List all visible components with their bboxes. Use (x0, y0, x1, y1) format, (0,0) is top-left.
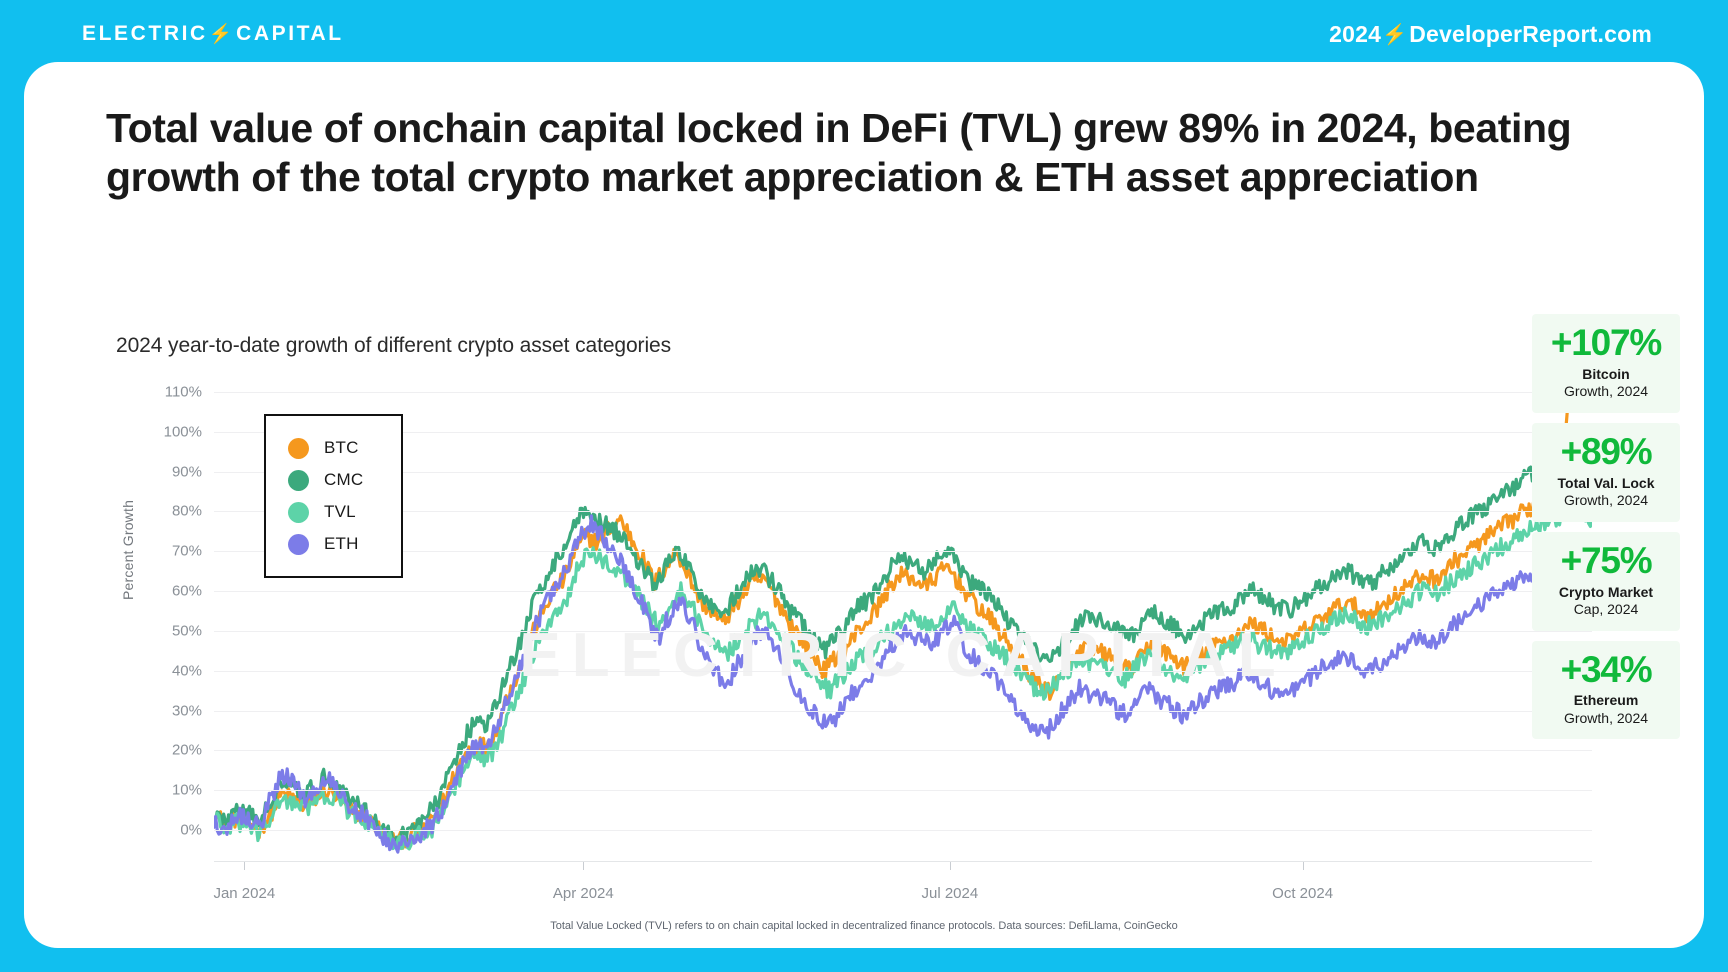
y-axis-tick-label: 10% (171, 781, 202, 799)
y-axis-tick-label: 100% (163, 423, 202, 441)
brand-word-capital: CAPITAL (236, 22, 344, 45)
report-year: 2024 (1329, 20, 1382, 47)
y-axis-tick-label: 50% (171, 622, 202, 640)
grid-line (214, 750, 1592, 752)
report-site: DeveloperReport.com (1409, 20, 1652, 47)
stat-subtitle: Growth, 2024 (1563, 492, 1649, 509)
y-axis-label: Percent Growth (120, 499, 136, 600)
chart-legend: BTC CMC TVL ETH (264, 414, 404, 578)
stat-subtitle: Growth, 2024 (1563, 383, 1649, 400)
y-axis-tick-label: 0% (180, 821, 202, 839)
grid-line (214, 790, 1592, 792)
x-axis-tick-label: Apr 2024 (552, 885, 614, 902)
x-axis-tick-mark (949, 862, 951, 870)
chart-line-btc (214, 382, 1592, 850)
electric-capital-logo[interactable]: ELECTRIC ⚡ CAPITAL (82, 22, 344, 46)
x-axis-tick-label: Oct 2024 (1272, 885, 1334, 902)
page-title: Total value of onchain capital locked in… (106, 105, 1572, 200)
grid-line (214, 391, 1592, 393)
stat-value: +107% (1550, 322, 1662, 363)
chart-line-cmc (214, 427, 1592, 847)
stat-name: Total Val. Lock (1557, 474, 1655, 491)
y-axis-tick-label: 90% (171, 463, 202, 481)
grid-line (214, 830, 1592, 832)
stat-card: +107% Bitcoin Growth, 2024 (1532, 314, 1680, 413)
stat-subtitle: Cap, 2024 (1573, 601, 1639, 618)
stat-card-list: +107% Bitcoin Growth, 2024 +89% Total Val. L… (1532, 314, 1680, 749)
brand-word-electric: ELECTRIC (82, 22, 208, 45)
stat-card: +75% Crypto Market Cap, 2024 (1532, 531, 1680, 631)
x-axis-tick-mark (244, 862, 246, 870)
stat-name: Ethereum (1573, 692, 1639, 709)
legend-color-dot-cmc (288, 469, 309, 491)
x-axis-tick-label: Jan 2024 (213, 885, 276, 902)
stat-card: +34% Ethereum Growth, 2024 (1532, 640, 1680, 740)
developer-report-link[interactable]: 2024 ⚡ DeveloperReport.com (1329, 21, 1652, 48)
grid-line (214, 591, 1592, 593)
legend-label: TVL (324, 502, 356, 521)
grid-line (214, 431, 1592, 433)
x-axis-tick-mark (583, 862, 585, 870)
x-axis-tick-mark (1302, 862, 1304, 870)
top-bar: ELECTRIC ⚡ CAPITAL 2024 ⚡ DeveloperRepor… (0, 0, 1728, 68)
chart-lines-svg (214, 382, 1592, 854)
y-axis-tick-label: 40% (171, 662, 202, 680)
x-axis-line (214, 861, 1592, 862)
legend-label: CMC (324, 470, 364, 489)
legend-color-dot-tvl (288, 501, 309, 523)
legend-color-dot-eth (288, 533, 309, 555)
stat-name: Crypto Market (1558, 583, 1654, 600)
grid-line (214, 471, 1592, 473)
stat-value: +89% (1560, 430, 1653, 472)
legend-item-btc[interactable]: BTC (288, 432, 363, 464)
lightning-bolt-icon: ⚡ (1382, 23, 1408, 46)
grid-line (214, 710, 1592, 712)
legend-item-cmc[interactable]: CMC (288, 464, 363, 496)
grid-line (214, 670, 1592, 672)
stat-subtitle: Growth, 2024 (1563, 709, 1649, 726)
legend-color-dot-btc (288, 437, 309, 459)
stat-value: +75% (1560, 539, 1653, 581)
y-axis-tick-label: 80% (171, 502, 202, 520)
legend-label: BTC (324, 438, 359, 457)
lightning-bolt-icon: ⚡ (208, 23, 236, 45)
x-axis-tick-label: Jul 2024 (921, 885, 979, 902)
grid-line (214, 511, 1592, 513)
y-axis-tick-label: 20% (171, 741, 202, 759)
stat-card: +89% Total Val. Lock Growth, 2024 (1532, 422, 1680, 522)
grid-line (214, 551, 1592, 553)
stat-value: +34% (1560, 648, 1653, 690)
legend-item-tvl[interactable]: TVL (288, 496, 363, 528)
y-axis-tick-label: 70% (171, 542, 202, 560)
grid-line (214, 630, 1592, 632)
chart-subtitle: 2024 year-to-date growth of different cr… (116, 334, 671, 357)
y-axis-tick-label: 110% (164, 383, 202, 401)
main-card: Total value of onchain capital locked in… (24, 62, 1704, 948)
legend-item-eth[interactable]: ETH (288, 528, 363, 560)
electric-capital-watermark: ELECTRIC CAPITAL (519, 621, 1287, 690)
legend-label: ETH (324, 534, 359, 553)
chart-plot-area[interactable]: ELECTRIC CAPITAL 0% 10% 20% 30% 40% 50% 60% 70%… (164, 372, 1592, 902)
footnote: Total Value Locked (TVL) refers to on ch… (550, 920, 1178, 932)
y-axis-tick-label: 60% (171, 582, 202, 600)
stat-name: Bitcoin (1582, 365, 1630, 382)
chart-container: Percent Growth ELECTRIC CAPITAL 0% 10% 20%… (116, 372, 1592, 932)
y-axis-tick-label: 30% (171, 702, 202, 720)
